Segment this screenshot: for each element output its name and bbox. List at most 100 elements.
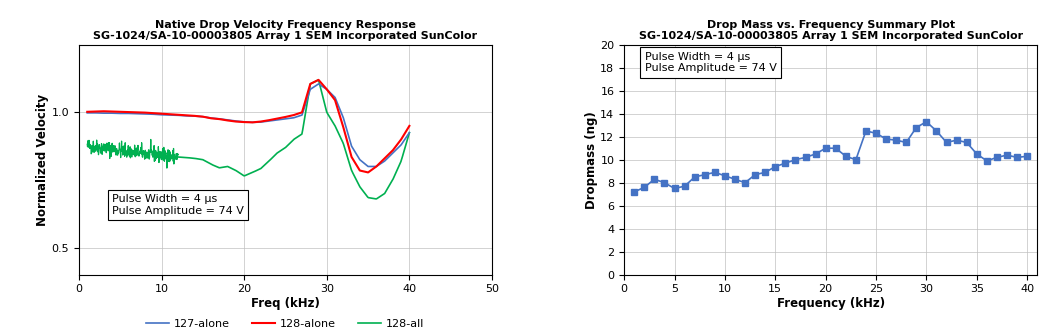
128-alone: [139, 111, 152, 115]
127-alone: [329, 95, 341, 99]
127-alone: [304, 87, 317, 91]
128-all: [383, 184, 396, 188]
128-alone: [362, 170, 375, 174]
127-alone: [296, 113, 309, 117]
127-alone: [155, 113, 167, 117]
128-alone: [329, 98, 341, 102]
Title: Native Drop Velocity Frequency Response
SG-1024/SA-10-00003805 Array 1 SEM Incor: Native Drop Velocity Frequency Response …: [94, 20, 478, 41]
128-alone: [122, 110, 135, 114]
128-all: [173, 155, 185, 159]
128-alone: [230, 119, 242, 123]
128-alone: [105, 110, 118, 114]
127-alone: [271, 118, 283, 122]
127-alone: [98, 111, 111, 115]
127-alone: [163, 113, 176, 117]
128-alone: [172, 113, 184, 117]
Line: 128-alone: 128-alone: [87, 80, 410, 172]
128-all: [312, 78, 324, 82]
127-alone: [230, 119, 242, 123]
127-alone: [337, 116, 350, 120]
127-alone: [147, 112, 160, 116]
128-alone: [287, 113, 300, 117]
128-alone: [386, 148, 399, 152]
127-alone: [403, 131, 416, 135]
128-all: [314, 85, 326, 89]
127-alone: [105, 111, 118, 115]
Text: Pulse Width = 4 μs
Pulse Amplitude = 74 V: Pulse Width = 4 μs Pulse Amplitude = 74 …: [644, 52, 777, 73]
128-alone: [345, 155, 358, 159]
127-alone: [188, 114, 201, 118]
128-alone: [296, 110, 309, 114]
128-all: [403, 131, 416, 135]
128-alone: [155, 112, 167, 116]
128-alone: [147, 111, 160, 115]
128-all: [367, 197, 380, 201]
Line: 127-alone: 127-alone: [87, 84, 410, 166]
128-all: [370, 197, 382, 201]
127-alone: [213, 117, 225, 121]
127-alone: [114, 112, 126, 116]
Y-axis label: Dropmass (ng): Dropmass (ng): [584, 111, 597, 209]
128-all: [309, 80, 321, 84]
127-alone: [246, 120, 259, 124]
127-alone: [197, 115, 210, 118]
Legend: 127-alone, 128-alone, 128-all: 127-alone, 128-alone, 128-all: [142, 315, 429, 331]
127-alone: [287, 116, 300, 120]
128-alone: [271, 117, 283, 120]
128-alone: [304, 82, 317, 86]
128-alone: [221, 118, 234, 122]
127-alone: [139, 112, 152, 116]
128-alone: [403, 124, 416, 128]
127-alone: [354, 158, 366, 162]
127-alone: [313, 82, 325, 86]
128-alone: [354, 168, 366, 172]
127-alone: [122, 112, 135, 116]
127-alone: [172, 113, 184, 117]
127-alone: [81, 111, 94, 115]
128-alone: [98, 109, 111, 113]
127-alone: [362, 165, 375, 168]
127-alone: [255, 120, 267, 124]
128-alone: [131, 110, 143, 114]
128-alone: [279, 115, 292, 119]
127-alone: [370, 165, 382, 168]
Title: Drop Mass vs. Frequency Summary Plot
SG-1024/SA-10-00003805 Array 1 SEM Incorpor: Drop Mass vs. Frequency Summary Plot SG-…: [638, 20, 1022, 41]
127-alone: [345, 144, 358, 148]
128-alone: [188, 114, 201, 118]
X-axis label: Frequency (kHz): Frequency (kHz): [777, 297, 885, 310]
127-alone: [90, 111, 102, 115]
127-alone: [238, 120, 251, 124]
128-alone: [262, 118, 275, 122]
128-alone: [246, 120, 259, 124]
128-alone: [313, 78, 325, 82]
128-alone: [180, 113, 193, 117]
128-alone: [81, 110, 94, 114]
128-alone: [114, 110, 126, 114]
128-alone: [320, 87, 333, 91]
128-alone: [238, 120, 251, 124]
127-alone: [205, 116, 218, 120]
127-alone: [221, 118, 234, 122]
128-alone: [370, 165, 382, 168]
128-alone: [90, 110, 102, 114]
127-alone: [320, 87, 333, 91]
127-alone: [279, 117, 292, 121]
128-alone: [213, 117, 225, 121]
127-alone: [386, 151, 399, 155]
128-alone: [163, 112, 176, 116]
128-all: [172, 155, 184, 159]
Line: 128-all: 128-all: [178, 80, 410, 199]
128-alone: [255, 119, 267, 123]
128-alone: [378, 156, 391, 160]
127-alone: [262, 119, 275, 123]
128-all: [310, 79, 322, 83]
Y-axis label: Normalized Velocity: Normalized Velocity: [36, 94, 48, 226]
X-axis label: Freq (kHz): Freq (kHz): [251, 297, 320, 310]
128-alone: [197, 115, 210, 118]
128-alone: [395, 137, 408, 141]
127-alone: [395, 143, 408, 147]
128-alone: [337, 125, 350, 129]
128-alone: [205, 116, 218, 120]
127-alone: [180, 114, 193, 118]
127-alone: [131, 112, 143, 116]
